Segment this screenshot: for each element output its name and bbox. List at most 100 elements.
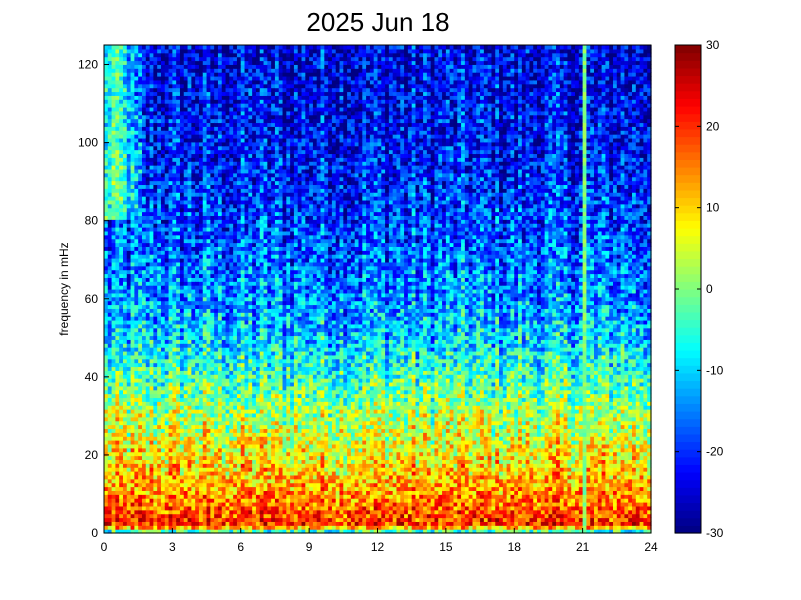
heatmap-cell [183,478,189,484]
heatmap-cell [191,432,196,437]
heatmap-cell [107,122,113,127]
heatmap-cell [233,455,238,461]
heatmap-cell [107,145,113,151]
heatmap-cell [115,134,120,139]
heatmap-cell [145,521,151,526]
heatmap-cell [240,354,246,360]
heatmap-cell [195,188,200,193]
heatmap-cell [138,467,143,472]
heatmap-cell [225,250,230,255]
heatmap-cell [119,370,124,375]
heatmap-cell [138,87,143,93]
heatmap-cell [210,68,215,73]
heatmap-cell [195,130,200,135]
heatmap-cell [138,145,143,151]
heatmap-cell [164,405,170,410]
heatmap-cell [160,474,166,480]
heatmap-cell [236,397,242,402]
heatmap-cell [240,277,246,282]
heatmap-cell [202,343,208,348]
heatmap-cell [104,432,109,437]
heatmap-cell [179,420,185,426]
heatmap-cell [217,401,223,406]
heatmap-cell [126,203,132,209]
heatmap-cell [176,292,181,298]
heatmap-cell [115,91,120,96]
heatmap-cell [195,137,200,143]
heatmap-cell [206,99,211,104]
heatmap-cell [130,230,135,236]
heatmap-cell [183,83,189,89]
heatmap-cell [240,494,246,499]
heatmap-cell [122,300,128,306]
heatmap-cell [115,149,120,155]
heatmap-cell [115,350,120,356]
heatmap-cell [233,285,238,290]
heatmap-cell [225,165,230,170]
heatmap-cell [187,331,192,337]
heatmap-cell [157,304,162,309]
heatmap-cell [210,529,215,534]
heatmap-cell [244,474,249,480]
heatmap-cell [157,289,162,294]
heatmap-cell [107,424,113,430]
heatmap-cell [104,145,109,151]
heatmap-cell [107,486,113,491]
heatmap-cell [206,374,211,379]
heatmap-cell [172,339,177,344]
heatmap-cell [115,343,120,348]
heatmap-cell [153,238,158,244]
heatmap-cell [221,223,227,228]
heatmap-cell [153,397,158,402]
heatmap-cell [183,265,189,271]
heatmap-cell [206,207,211,213]
heatmap-cell [119,428,124,433]
heatmap-cell [119,362,124,368]
heatmap-cell [145,428,151,433]
heatmap-cell [130,347,135,352]
heatmap-cell [244,122,249,127]
heatmap-cell [134,350,139,356]
heatmap-cell [149,327,154,333]
heatmap-cell [244,106,249,112]
heatmap-cell [198,261,204,267]
heatmap-cell [134,482,139,488]
heatmap-cell [252,525,257,530]
heatmap-cell [164,56,170,62]
heatmap-cell [104,126,109,131]
heatmap-cell [138,517,143,522]
heatmap-cell [240,521,246,526]
heatmap-cell [176,207,181,213]
heatmap-cell [244,486,249,491]
heatmap-cell [130,196,135,201]
heatmap-cell [141,327,147,333]
heatmap-cell [217,381,223,387]
heatmap-cell [221,482,227,488]
heatmap-cell [138,335,143,340]
heatmap-cell [138,490,143,495]
heatmap-cell [236,165,242,170]
heatmap-cell [214,420,219,426]
heatmap-cell [191,192,196,197]
heatmap-cell [153,180,158,186]
heatmap-cell [187,52,192,58]
heatmap-cell [191,385,196,391]
heatmap-cell [149,246,154,251]
heatmap-cell [115,451,120,457]
heatmap-cell [240,203,246,209]
heatmap-cell [104,289,109,294]
heatmap-cell [122,261,128,267]
heatmap-cell [214,48,219,54]
heatmap-cell [187,459,192,464]
heatmap-cell [107,467,113,472]
heatmap-cell [229,327,234,333]
heatmap-cell [122,258,128,263]
heatmap-cell [236,91,242,96]
heatmap-cell [134,292,139,298]
heatmap-cell [145,192,151,197]
heatmap-cell [168,91,173,96]
heatmap-cell [233,103,238,108]
heatmap-cell [138,416,143,422]
heatmap-cell [168,416,173,422]
heatmap-cell [198,106,204,112]
